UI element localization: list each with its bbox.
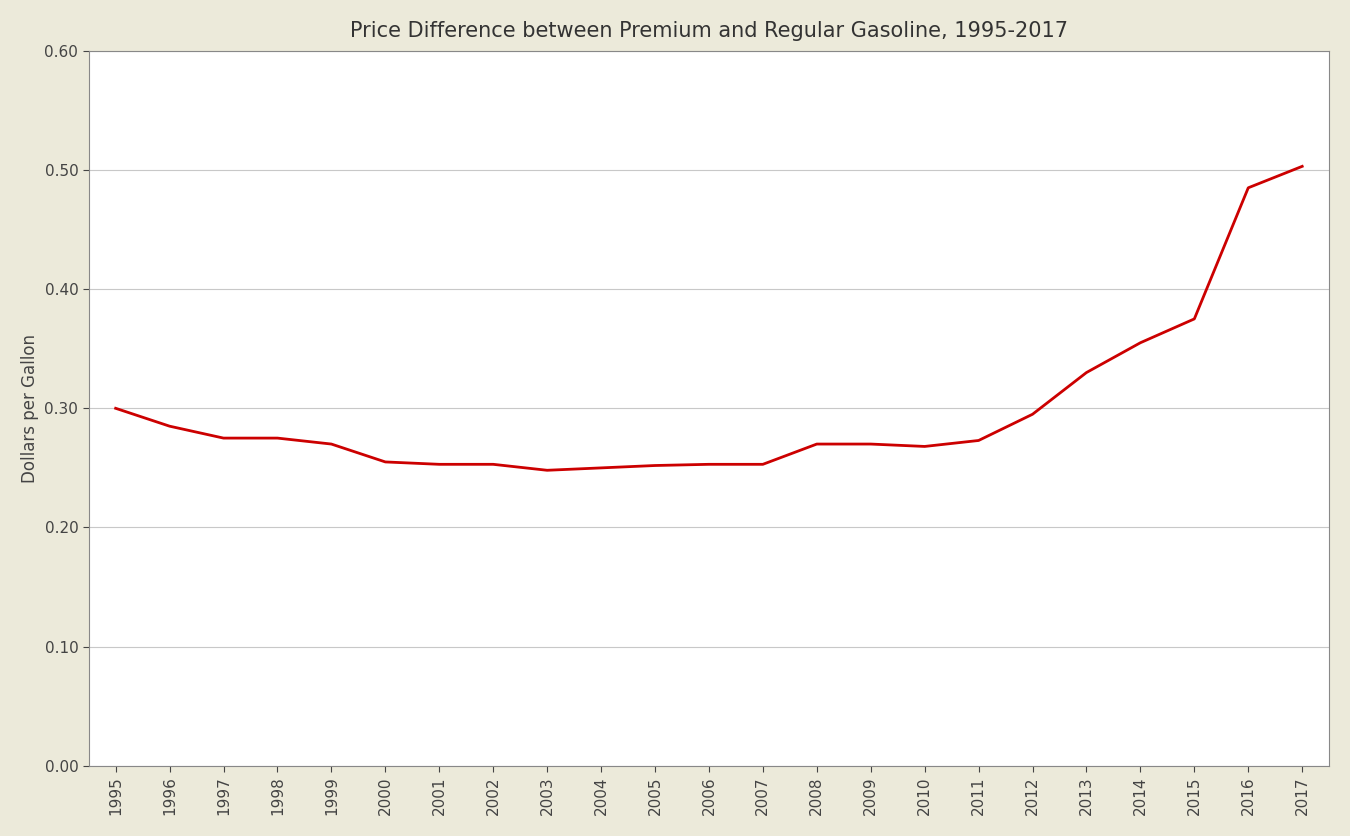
Title: Price Difference between Premium and Regular Gasoline, 1995-2017: Price Difference between Premium and Reg…	[350, 21, 1068, 41]
Y-axis label: Dollars per Gallon: Dollars per Gallon	[20, 334, 39, 483]
